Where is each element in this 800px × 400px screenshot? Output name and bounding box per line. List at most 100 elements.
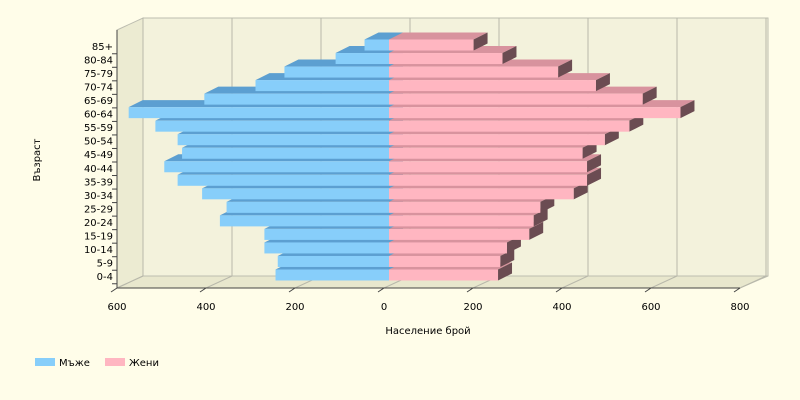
- x-tick-label: 600: [107, 302, 126, 313]
- bar: [226, 201, 389, 213]
- bar: [177, 174, 389, 186]
- bar: [389, 242, 507, 254]
- bar: [335, 53, 389, 65]
- floor-grid-line: [650, 275, 678, 289]
- bar: [389, 201, 541, 213]
- bar: [389, 215, 534, 227]
- y-tick-label: 70-74: [84, 83, 113, 94]
- y-tick-label: 10-14: [84, 245, 113, 256]
- y-tick-label: 40-44: [84, 164, 113, 175]
- bar-side: [587, 154, 602, 173]
- legend-swatch: [105, 358, 125, 366]
- bar: [128, 107, 390, 119]
- bar: [155, 120, 389, 132]
- x-tick-label: 600: [641, 302, 660, 313]
- floor-grid-line: [739, 275, 767, 289]
- y-tick-label: 30-34: [84, 191, 113, 202]
- bar: [389, 269, 499, 281]
- y-tick-label: 80-84: [84, 56, 113, 67]
- y-tick-label: 15-19: [84, 231, 113, 242]
- x-tick: [199, 287, 207, 293]
- bar-side: [540, 194, 555, 213]
- bar: [389, 255, 501, 267]
- x-axis-title: Население брой: [385, 326, 470, 337]
- bar-side: [680, 100, 695, 119]
- bar-side: [558, 59, 573, 78]
- bar-side: [498, 262, 513, 281]
- x-tick: [466, 287, 474, 293]
- bar: [364, 39, 389, 51]
- y-tick-label: 20-24: [84, 218, 113, 229]
- y-tick-label: 5-9: [97, 258, 113, 269]
- y-tick-label: 35-39: [84, 177, 113, 188]
- x-tick: [110, 287, 118, 293]
- bar-side: [642, 86, 657, 105]
- bar: [389, 80, 596, 92]
- x-tick-label: 0: [381, 302, 387, 313]
- x-tick: [377, 287, 385, 293]
- bar: [164, 161, 389, 173]
- y-tick-label: 75-79: [84, 69, 113, 80]
- bar-side: [473, 32, 488, 51]
- y-tick-label: 55-59: [84, 123, 113, 134]
- y-tick-label: 25-29: [84, 204, 113, 215]
- y-tick-label: 0-4: [97, 272, 113, 283]
- floor-grid-line: [205, 275, 233, 289]
- bar: [264, 228, 389, 240]
- bar-top: [364, 32, 403, 40]
- bar: [275, 269, 389, 281]
- legend: Мъже Жени: [35, 358, 159, 369]
- x-tick-label: 800: [730, 302, 749, 313]
- bar: [182, 147, 389, 159]
- legend-label: Мъже: [59, 358, 90, 369]
- bar: [389, 93, 643, 105]
- left-wall: [116, 17, 144, 289]
- bar-side: [582, 140, 597, 159]
- y-tick-label: 85+: [92, 42, 113, 53]
- legend-swatch: [35, 358, 55, 366]
- x-tick-label: 400: [552, 302, 571, 313]
- y-axis-title: Възраст: [32, 138, 43, 181]
- bar: [389, 161, 588, 173]
- bar-side: [529, 221, 544, 240]
- bar-side: [506, 235, 521, 254]
- bar: [389, 120, 630, 132]
- bar: [264, 242, 389, 254]
- x-tick: [733, 287, 741, 293]
- bar-side: [573, 181, 588, 200]
- x-tick-label: 400: [196, 302, 215, 313]
- bar-side: [587, 167, 602, 186]
- bar: [389, 134, 605, 146]
- y-tick-label: 50-54: [84, 137, 113, 148]
- bar: [389, 147, 583, 159]
- bar: [389, 66, 559, 78]
- bar: [284, 66, 389, 78]
- bar-side: [502, 46, 517, 65]
- bar: [277, 255, 389, 267]
- x-tick-label: 200: [285, 302, 304, 313]
- bar: [389, 53, 503, 65]
- bar: [389, 39, 474, 51]
- y-tick-label: 45-49: [84, 150, 113, 161]
- bar: [204, 93, 389, 105]
- bar: [389, 174, 588, 186]
- floor-grid-line: [561, 275, 589, 289]
- bar-side: [533, 208, 548, 227]
- x-tick: [288, 287, 296, 293]
- x-tick: [644, 287, 652, 293]
- bar: [389, 228, 530, 240]
- legend-label: Жени: [129, 358, 159, 369]
- y-tick-label: 65-69: [84, 96, 113, 107]
- bar: [255, 80, 389, 92]
- bar-top: [389, 32, 488, 40]
- bar: [389, 188, 574, 200]
- bar-side: [595, 73, 610, 92]
- x-tick-label: 200: [463, 302, 482, 313]
- bar-side: [629, 113, 644, 132]
- bar-side: [500, 248, 515, 267]
- bar: [177, 134, 389, 146]
- y-tick-label: 60-64: [84, 110, 113, 121]
- bar-side: [604, 127, 619, 146]
- floor-grid-line: [116, 275, 144, 289]
